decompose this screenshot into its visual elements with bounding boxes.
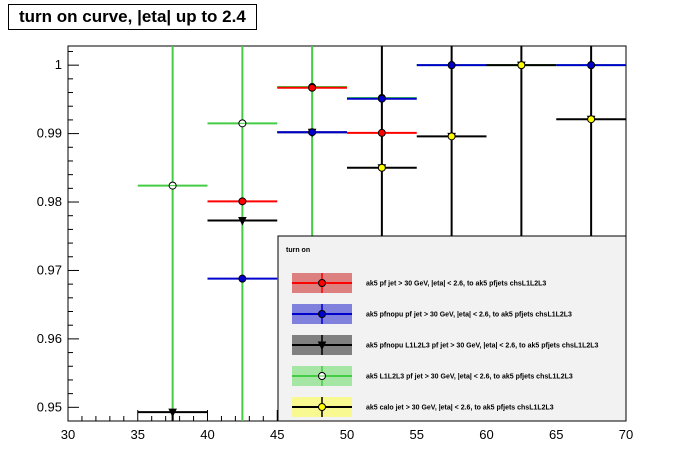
legend-marker-2 [317, 341, 327, 351]
series-0-point-1 [308, 83, 317, 92]
series-1-point-3 [447, 61, 456, 70]
series-1-point-4 [587, 61, 596, 70]
legend-title: turn on [286, 247, 310, 254]
y-tick-label: 0.96 [37, 331, 62, 346]
y-tick-label: 0.95 [37, 399, 62, 414]
legend-marker-0 [318, 279, 326, 287]
legend-entry-2: ak5 pfnopu L1L2L3 pf jet > 30 GeV, |eta|… [366, 343, 599, 350]
legend: turn on ak5 pf jet > 30 GeV, |eta| < 2.6,… [277, 235, 627, 422]
x-tick-label: 35 [131, 427, 145, 442]
series-4-point-0 [377, 163, 386, 172]
x-tick-label: 40 [200, 427, 214, 442]
legend-entry-0: ak5 pf jet > 30 GeV, |eta| < 2.6, to ak5… [366, 281, 546, 288]
series-0-point-0 [238, 197, 247, 206]
series-1-point-1 [308, 128, 317, 137]
x-tick-label: 60 [479, 427, 493, 442]
series-1-point-0 [238, 274, 247, 283]
chart-title: turn on curve, |eta| up to 2.4 [8, 4, 257, 30]
series-2-point-0 [168, 408, 177, 418]
series-4-point-1 [447, 132, 456, 141]
x-tick-label: 45 [270, 427, 284, 442]
x-tick-label: 55 [410, 427, 424, 442]
y-tick-label: 0.98 [37, 194, 62, 209]
legend-entry-3: ak5 L1L2L3 pf jet > 30 GeV, |eta| < 2.6,… [366, 374, 573, 381]
y-tick-label: 1 [55, 57, 62, 72]
series-2-point-1 [238, 216, 247, 226]
x-tick-label: 50 [340, 427, 354, 442]
x-tick-label: 30 [61, 427, 75, 442]
x-tick-label: 65 [549, 427, 563, 442]
legend-entry-4: ak5 calo jet > 30 GeV, |eta| < 2.6, to a… [366, 405, 554, 412]
series-4-point-3 [587, 115, 596, 124]
series-4-point-2 [517, 61, 526, 70]
y-tick-label: 0.99 [37, 126, 62, 141]
legend-box [277, 235, 627, 422]
legend-entry-1: ak5 pfnopu pf jet > 30 GeV, |eta| < 2.6,… [366, 312, 572, 319]
y-tick-label: 0.97 [37, 262, 62, 277]
legend-marker-1 [318, 310, 326, 318]
series-0-point-2 [377, 128, 386, 137]
series-1-point-2 [377, 94, 386, 103]
legend-marker-4 [318, 403, 326, 411]
x-tick-label: 70 [619, 427, 633, 442]
